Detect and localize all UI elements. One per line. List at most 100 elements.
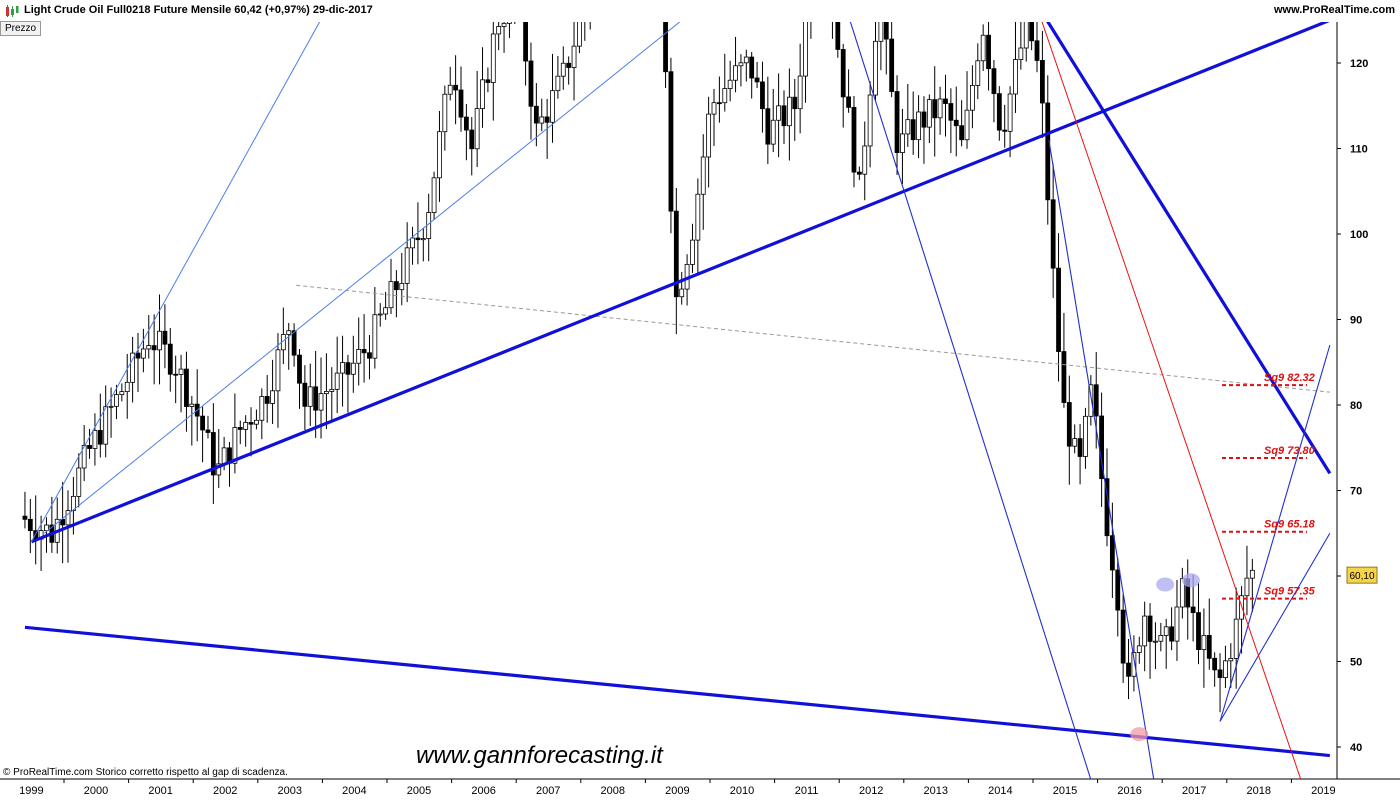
chart-title: Light Crude Oil Full0218 Future Mensile … bbox=[24, 4, 373, 16]
candle-body bbox=[840, 49, 846, 98]
candle-body bbox=[1072, 438, 1078, 447]
candle-body bbox=[162, 330, 168, 345]
candle-body bbox=[431, 177, 437, 214]
candle-body bbox=[690, 239, 695, 265]
candle-body bbox=[27, 518, 33, 532]
candle-body bbox=[60, 518, 66, 526]
candle-body bbox=[356, 349, 362, 364]
candle-body bbox=[108, 405, 114, 408]
candle-body bbox=[87, 444, 92, 449]
trendline-thick-blue bbox=[24, 625, 1331, 758]
candle-body bbox=[916, 111, 921, 141]
candle-body bbox=[856, 171, 862, 175]
candle-body bbox=[867, 94, 873, 147]
candle-body bbox=[496, 26, 502, 35]
candle-body bbox=[1249, 569, 1255, 579]
candle-body bbox=[1013, 59, 1018, 95]
candle-body bbox=[81, 444, 87, 469]
candle-body bbox=[776, 105, 782, 121]
x-tick-label: 1999 bbox=[19, 785, 43, 797]
candle-body bbox=[921, 111, 927, 128]
candle-body bbox=[786, 96, 792, 127]
candle-body bbox=[1061, 351, 1067, 403]
candle-body bbox=[507, 22, 512, 24]
candle-body bbox=[560, 62, 566, 77]
candle-body bbox=[1002, 129, 1008, 132]
candle-body bbox=[975, 60, 981, 86]
candle-body bbox=[200, 415, 205, 431]
candle-body bbox=[350, 362, 356, 375]
candle-body bbox=[447, 84, 453, 95]
x-tick-label: 2010 bbox=[730, 785, 754, 797]
candle-body bbox=[1201, 634, 1207, 650]
candle-body bbox=[986, 34, 991, 70]
candle-body bbox=[307, 386, 313, 407]
candle-body bbox=[743, 56, 749, 64]
candle-body bbox=[991, 68, 997, 95]
candle-body bbox=[953, 119, 959, 127]
candle-body bbox=[270, 390, 275, 404]
candle-body bbox=[781, 105, 787, 127]
x-tick-label: 2004 bbox=[342, 785, 366, 797]
candle-body bbox=[1163, 626, 1169, 636]
candle-body bbox=[533, 105, 539, 124]
candle-body bbox=[523, 22, 528, 62]
candle-body bbox=[221, 447, 227, 465]
candle-body bbox=[1115, 569, 1121, 611]
candle-body bbox=[70, 495, 76, 511]
candle-body bbox=[393, 281, 399, 291]
trendline-thick-blue bbox=[1046, 22, 1332, 475]
highlight-marker bbox=[1181, 573, 1200, 588]
candle-body bbox=[372, 314, 378, 359]
y-tick-label: 70 bbox=[1350, 486, 1362, 498]
candle-body bbox=[485, 79, 491, 83]
candle-body bbox=[932, 99, 938, 119]
price-panel-tab[interactable]: Prezzo bbox=[0, 21, 42, 36]
sq9-level-label: Sq9 57.35 bbox=[1264, 586, 1316, 598]
candle-body bbox=[1174, 606, 1180, 642]
candle-body bbox=[205, 429, 211, 433]
candle-body bbox=[727, 79, 733, 89]
last-price-box bbox=[1346, 566, 1378, 584]
candle-body bbox=[900, 133, 905, 154]
x-tick-label: 2000 bbox=[84, 785, 108, 797]
candle-body bbox=[878, 22, 884, 42]
candle-body bbox=[340, 362, 345, 374]
candle-body bbox=[243, 422, 249, 430]
candle-body bbox=[286, 330, 292, 335]
candle-body bbox=[1158, 635, 1164, 642]
candle-body bbox=[453, 84, 459, 91]
candle-body bbox=[173, 373, 179, 376]
candle-body bbox=[44, 524, 49, 531]
candle-body bbox=[216, 463, 222, 476]
x-tick-label: 2019 bbox=[1311, 785, 1335, 797]
candle-body bbox=[189, 403, 195, 407]
candle-body bbox=[119, 391, 125, 396]
x-tick-label: 2014 bbox=[988, 785, 1012, 797]
candle-body bbox=[302, 382, 308, 407]
candle-body bbox=[1023, 22, 1029, 49]
candle-body bbox=[1131, 652, 1137, 677]
candle-body bbox=[588, 0, 592, 7]
candle-body bbox=[1190, 606, 1196, 613]
candle-body bbox=[490, 33, 496, 83]
highlight-marker bbox=[1156, 577, 1175, 592]
candle-body bbox=[1050, 199, 1056, 269]
candle-body bbox=[1066, 402, 1072, 447]
candle-body bbox=[566, 62, 572, 68]
candle-body bbox=[474, 108, 480, 150]
candle-body bbox=[345, 362, 351, 375]
candle-body bbox=[1029, 22, 1035, 42]
candle-body bbox=[679, 288, 685, 298]
candle-body bbox=[1136, 645, 1142, 653]
y-tick-label: 80 bbox=[1350, 400, 1362, 412]
candle-body bbox=[673, 210, 679, 298]
candle-body bbox=[114, 394, 119, 407]
candle-body bbox=[1093, 384, 1099, 417]
site-link[interactable]: www.ProRealTime.com bbox=[1273, 4, 1395, 16]
candle-body bbox=[738, 62, 744, 67]
candle-body bbox=[377, 313, 383, 316]
candle-body bbox=[297, 354, 302, 384]
watermark-text: www.gannforecasting.it bbox=[416, 742, 663, 769]
